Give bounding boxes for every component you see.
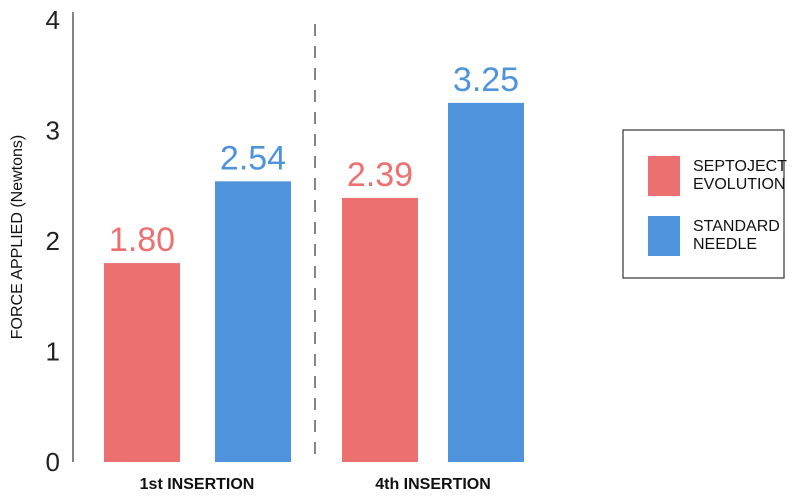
- legend-swatch: [648, 156, 680, 196]
- y-tick-label: 4: [46, 5, 60, 35]
- y-tick-label: 1: [46, 337, 60, 367]
- bar: [104, 263, 180, 462]
- y-tick-label: 2: [46, 226, 60, 256]
- bar: [448, 102, 524, 462]
- bars: [104, 102, 524, 462]
- legend-label: NEEDLE: [693, 236, 757, 253]
- x-category-label: 4th INSERTION: [375, 476, 491, 493]
- x-axis-category-labels: 1st INSERTION 4th INSERTION: [140, 476, 491, 493]
- bar: [215, 181, 291, 462]
- legend-label: SEPTOJECT: [693, 158, 787, 175]
- bar: [342, 197, 418, 462]
- legend-label: EVOLUTION: [693, 176, 785, 193]
- y-axis-label: FORCE APPLIED (Newtons): [9, 135, 26, 340]
- legend-label: STANDARD: [693, 218, 780, 235]
- legend-box: [622, 129, 785, 279]
- y-axis-ticks: 0 1 2 3 4: [46, 5, 60, 477]
- bar-value-label: 2.39: [347, 156, 413, 194]
- legend-swatch: [648, 216, 680, 256]
- x-category-label: 1st INSERTION: [140, 476, 255, 493]
- y-tick-label: 3: [46, 116, 60, 146]
- bar-value-label: 3.25: [453, 61, 519, 99]
- bar-value-label: 2.54: [220, 139, 286, 177]
- bar-value-label: 1.80: [109, 221, 175, 259]
- y-tick-label: 0: [46, 447, 60, 477]
- value-labels: 1.80 2.39 2.54 3.25: [109, 61, 519, 259]
